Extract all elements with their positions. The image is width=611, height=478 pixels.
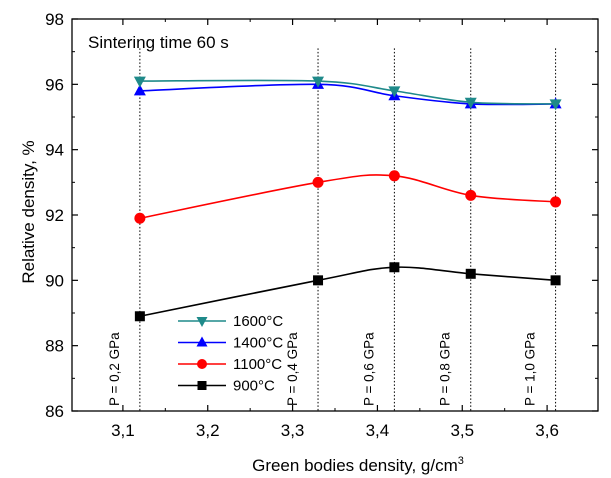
data-point: [550, 196, 562, 208]
pressure-labels: P = 0,2 GPa P = 0,4 GPa P = 0,6 GPa P = 0,8…: [107, 332, 538, 406]
data-point: [550, 275, 561, 286]
data-point: [465, 268, 476, 279]
legend-item-1400: 1400°C: [178, 335, 283, 352]
chart-annotation: Sintering time 60 s: [88, 33, 229, 52]
series-line: [139, 174, 556, 220]
legend-label: 900°C: [233, 378, 275, 395]
legend-label: 1100°C: [233, 356, 282, 373]
series-1100: [134, 170, 562, 224]
data-point: [313, 275, 324, 286]
y-tick-label: 86: [45, 402, 64, 421]
plot-frame: [71, 18, 599, 412]
data-point: [133, 76, 146, 88]
y-tick-label: 96: [45, 75, 64, 94]
data-point: [197, 381, 207, 390]
data-point: [134, 212, 146, 224]
y-tick-label: 98: [45, 10, 64, 29]
pressure-label: P = 0,2 GPa: [107, 332, 122, 406]
legend-label: 1400°C: [233, 335, 283, 352]
y-axis-title: Relative density, %: [19, 140, 38, 283]
tick-labels: 3,1 3,2 3,3 3,4 3,5 3,6 86 88 90 92 94 96 98: [45, 10, 559, 440]
data-point: [389, 262, 400, 273]
pressure-label: P = 0,4 GPa: [285, 332, 300, 406]
series-1600: [133, 76, 562, 111]
legend-item-1100: 1100°C: [178, 356, 282, 373]
series-layer: [133, 76, 562, 322]
x-tick-label: 3,6: [535, 421, 559, 440]
legend-item-900: 900°C: [178, 378, 275, 395]
pressure-label: P = 1,0 GPa: [523, 332, 538, 406]
x-axis-title: Green bodies density, g/cm3: [252, 455, 464, 475]
y-tick-label: 88: [45, 337, 64, 356]
y-tick-label: 92: [45, 206, 64, 225]
y-tick-label: 90: [45, 271, 64, 290]
x-tick-label: 3,4: [366, 421, 390, 440]
data-point: [197, 359, 207, 369]
series-line: [139, 83, 556, 106]
axis-ticks: [72, 18, 598, 412]
x-tick-label: 3,5: [450, 421, 474, 440]
data-point: [312, 176, 324, 188]
data-point: [388, 86, 401, 98]
legend-label: 1600°C: [233, 313, 283, 330]
data-point: [196, 317, 208, 327]
data-point: [465, 189, 477, 201]
x-axis-title-text: Green bodies density, g/cm: [252, 456, 458, 475]
data-point: [312, 76, 325, 88]
x-tick-label: 3,3: [281, 421, 305, 440]
data-point: [196, 336, 208, 347]
y-tick-label: 94: [45, 141, 64, 160]
data-point: [549, 99, 562, 111]
legend-item-1600: 1600°C: [178, 313, 283, 330]
x-tick-label: 3,1: [111, 421, 135, 440]
reference-lines: [139, 48, 557, 411]
pressure-label: P = 0,6 GPa: [361, 332, 376, 406]
data-point: [133, 84, 146, 96]
x-axis-title-superscript: 3: [458, 455, 464, 467]
series-line: [139, 266, 556, 318]
x-tick-label: 3,2: [196, 421, 220, 440]
series-line: [139, 79, 556, 105]
data-point: [388, 170, 400, 182]
data-point: [134, 311, 145, 322]
data-point: [464, 97, 477, 109]
pressure-label: P = 0,8 GPa: [438, 332, 453, 406]
legend: 1600°C 1400°C 1100°C 900°C: [178, 313, 283, 395]
series-900: [134, 262, 561, 322]
